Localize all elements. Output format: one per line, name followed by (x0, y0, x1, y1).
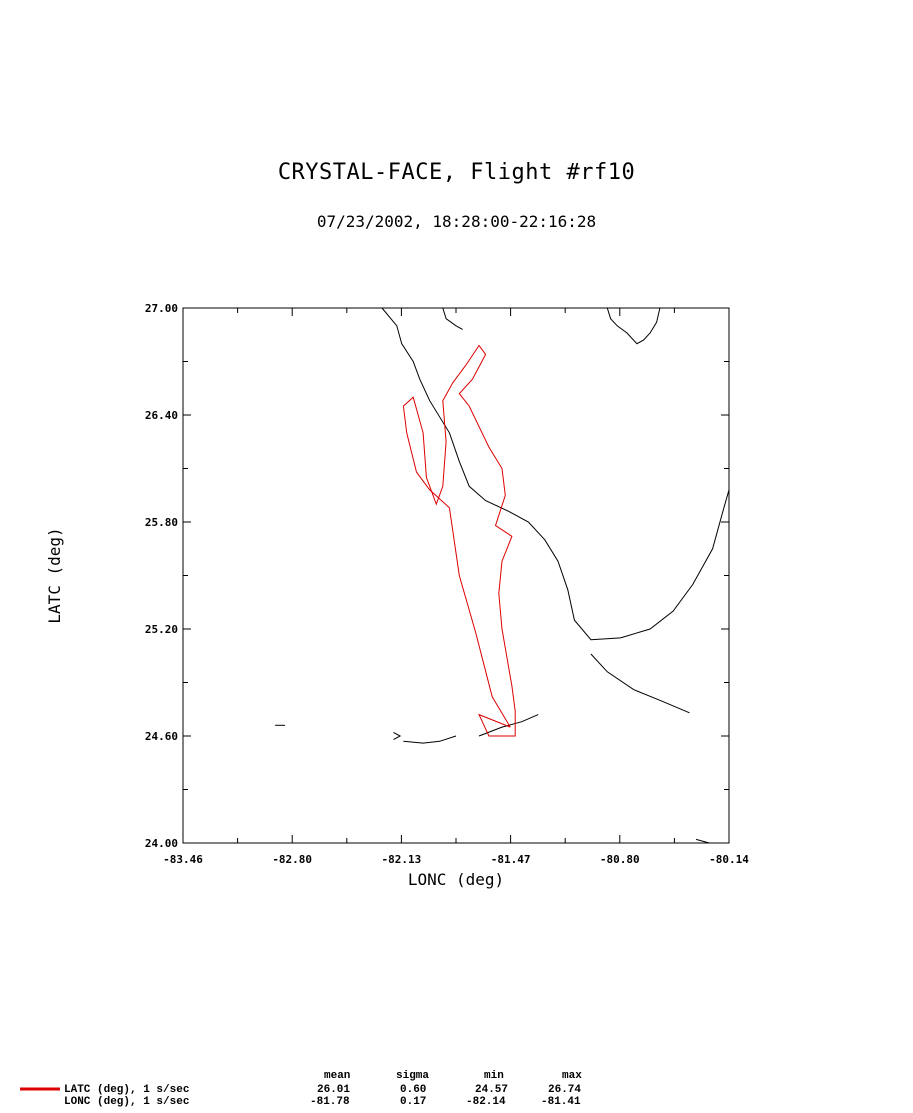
stats-row-lonc-label: LONC (deg), 1 s/sec (64, 1096, 190, 1108)
flight-track-layer (402, 344, 516, 737)
stats-header-mean: mean (324, 1070, 351, 1082)
coastline-segment-8 (695, 838, 710, 844)
y-tick-label: 24.60 (145, 730, 178, 743)
y-axis-label: LATC (deg) (45, 527, 64, 623)
stats-row-lonc-min: -82.14 (466, 1096, 506, 1108)
x-tick-label: -82.13 (382, 853, 422, 866)
x-tick-label: -83.46 (163, 853, 203, 866)
coastline-segment-6 (393, 731, 402, 741)
stats-row-latc-mean: 26.01 (317, 1084, 351, 1096)
y-tick-label: 25.20 (145, 623, 178, 636)
chart-title: CRYSTAL-FACE, Flight #rf10 (277, 160, 636, 185)
y-tick-label: 24.00 (145, 837, 178, 850)
x-tick-label: -80.80 (600, 853, 640, 866)
stats-row-lonc-sigma: 0.17 (400, 1096, 427, 1108)
y-tick-label: 26.40 (145, 409, 178, 422)
statistics-table: mean sigma min max LATC (deg), 1 s/sec 2… (0, 1068, 913, 1113)
flight-track-line (402, 344, 516, 737)
x-axis-label: LONC (deg) (408, 870, 504, 889)
coastline-segment-4 (478, 714, 539, 737)
x-tick-label: -81.47 (491, 853, 531, 866)
x-tick-label: -82.80 (272, 853, 312, 866)
chart-subtitle: 07/23/2002, 18:28:00-22:16:28 (316, 212, 597, 231)
stats-row-latc-min: 24.57 (475, 1084, 509, 1096)
coastline-segment-3 (590, 653, 690, 714)
coastline-segment-0 (381, 307, 730, 641)
stats-header-max: max (562, 1070, 582, 1082)
coastline-segment-2 (606, 307, 661, 345)
stats-row-latc-max: 26.74 (548, 1084, 582, 1096)
coastline-segment-5 (403, 735, 457, 744)
plot-frame (182, 307, 730, 844)
stats-row-latc-label: LATC (deg), 1 s/sec (64, 1084, 190, 1096)
stats-row-lonc-max: -81.41 (541, 1096, 581, 1108)
x-tick-label: -80.14 (709, 853, 749, 866)
y-tick-label: 27.00 (145, 302, 178, 315)
coastline-layer (275, 307, 730, 844)
tick-layer: -83.46 -82.80 -82.13 -81.47 -80.80 -80.14 24.0… (145, 302, 749, 866)
stats-header-sigma: sigma (396, 1070, 430, 1082)
coastline-segment-1 (442, 307, 463, 330)
stats-header-min: min (484, 1070, 504, 1082)
stats-row-lonc-mean: -81.78 (310, 1096, 350, 1108)
stats-row-latc-sigma: 0.60 (400, 1084, 427, 1096)
y-tick-label: 25.80 (145, 516, 178, 529)
